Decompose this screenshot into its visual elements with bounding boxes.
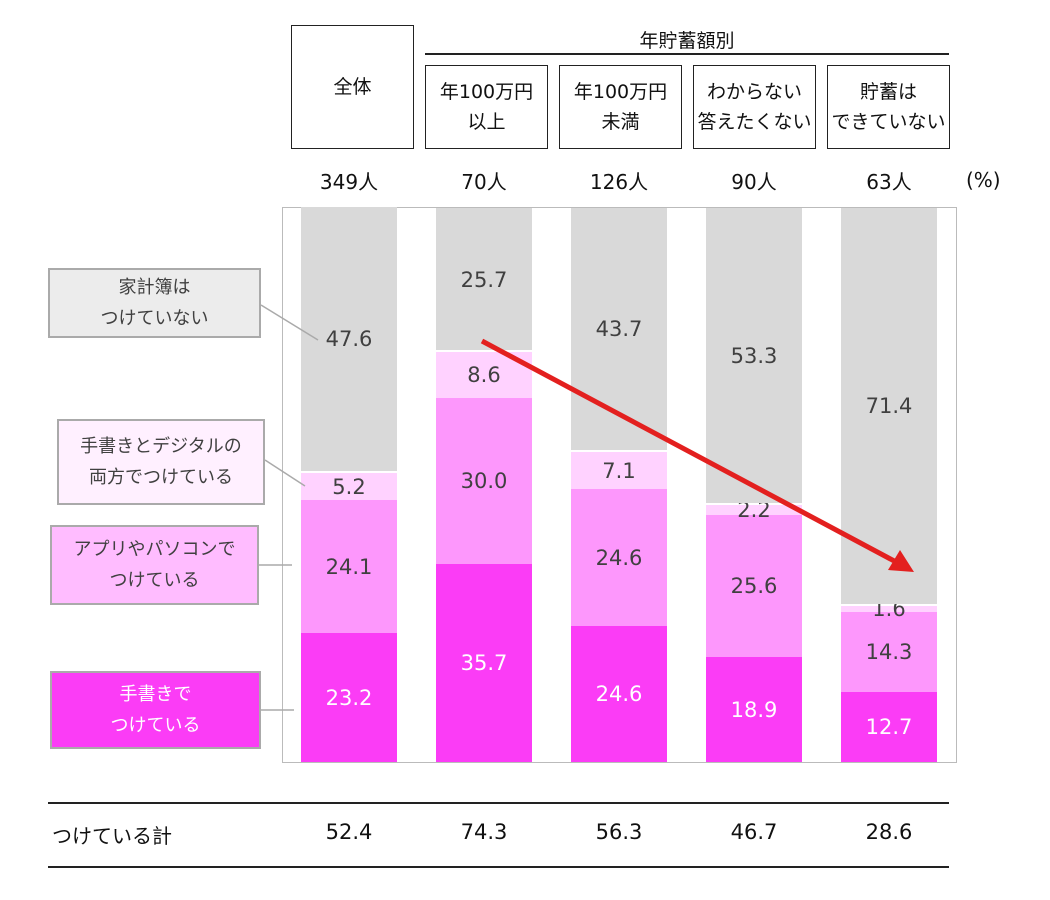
header-cat-2: 年100万円 未満 — [559, 65, 682, 149]
data-label: 5.2 — [332, 474, 366, 499]
data-label: 23.2 — [325, 685, 373, 710]
header-cat-3: わからない 答えたくない — [693, 65, 816, 149]
bar-segment-both: 7.1 — [571, 450, 667, 490]
totals-label: つけている計 — [52, 824, 172, 848]
bar-segment-handwritten: 24.6 — [571, 625, 667, 762]
bar-segment-none: 53.3 — [706, 208, 802, 504]
legend-digital: アプリやパソコンで つけている — [50, 525, 259, 605]
data-label: 47.6 — [325, 327, 373, 352]
bar-segment-digital: 24.6 — [571, 489, 667, 626]
percent-unit: (%) — [966, 168, 1001, 192]
total-value: 46.7 — [730, 820, 778, 844]
data-label: 24.6 — [595, 681, 643, 706]
arrow-head-icon — [888, 550, 914, 572]
n-label: 90人 — [731, 170, 777, 194]
group-header-line — [425, 53, 949, 55]
data-label: 43.7 — [595, 317, 643, 342]
data-label: 25.6 — [730, 574, 778, 599]
data-label: 14.3 — [865, 640, 913, 665]
leader-line — [260, 304, 319, 341]
bar-segment-none: 25.7 — [436, 208, 532, 351]
group-header: 年貯蓄額別 — [639, 30, 735, 52]
bar-segment-handwritten: 18.9 — [706, 657, 802, 762]
legend-handwritten: 手書きで つけている — [50, 671, 261, 749]
n-label: 349人 — [319, 170, 379, 194]
divider — [48, 802, 949, 804]
data-label: 71.4 — [865, 393, 913, 418]
trend-arrow — [480, 338, 900, 566]
data-label: 7.1 — [602, 458, 636, 483]
bar-segment-none: 71.4 — [841, 208, 937, 604]
total-value: 74.3 — [460, 820, 508, 844]
bar-segment-digital: 30.0 — [436, 398, 532, 565]
bar-segment-handwritten: 23.2 — [301, 633, 397, 762]
total-value: 52.4 — [325, 820, 373, 844]
bar-segment-digital: 24.1 — [301, 499, 397, 634]
header-all: 全体 — [291, 25, 414, 149]
data-label: 24.6 — [595, 545, 643, 570]
divider — [48, 866, 949, 868]
n-label: 70人 — [461, 170, 507, 194]
header-cat-1: 年100万円 以上 — [425, 65, 548, 149]
bar-segment-handwritten: 35.7 — [436, 564, 532, 762]
n-label: 126人 — [589, 170, 649, 194]
data-label: 8.6 — [467, 363, 501, 388]
data-label: 30.0 — [460, 469, 508, 494]
bar-segment-both: 2.2 — [706, 498, 802, 522]
total-value: 56.3 — [595, 820, 643, 844]
legend-none: 家計簿は つけていない — [48, 268, 261, 338]
data-label: 35.7 — [460, 651, 508, 676]
data-label: 18.9 — [730, 697, 778, 722]
bar-segment-digital: 14.3 — [841, 612, 937, 692]
data-label: 25.7 — [460, 267, 508, 292]
leader-line — [264, 459, 306, 487]
header-cat-4: 貯蓄は できていない — [827, 65, 950, 149]
bar-segment-both: 5.2 — [301, 471, 397, 500]
bar-segment-digital: 25.6 — [706, 515, 802, 658]
total-value: 28.6 — [865, 820, 913, 844]
bar-segment-handwritten: 12.7 — [841, 691, 937, 762]
data-label: 53.3 — [730, 343, 778, 368]
legend-both: 手書きとデジタルの 両方でつけている — [57, 419, 265, 505]
plot-area — [282, 207, 957, 763]
data-label: 12.7 — [865, 714, 913, 739]
bar-segment-none: 43.7 — [571, 208, 667, 451]
n-label: 63人 — [866, 170, 912, 194]
data-label: 24.1 — [325, 554, 373, 579]
